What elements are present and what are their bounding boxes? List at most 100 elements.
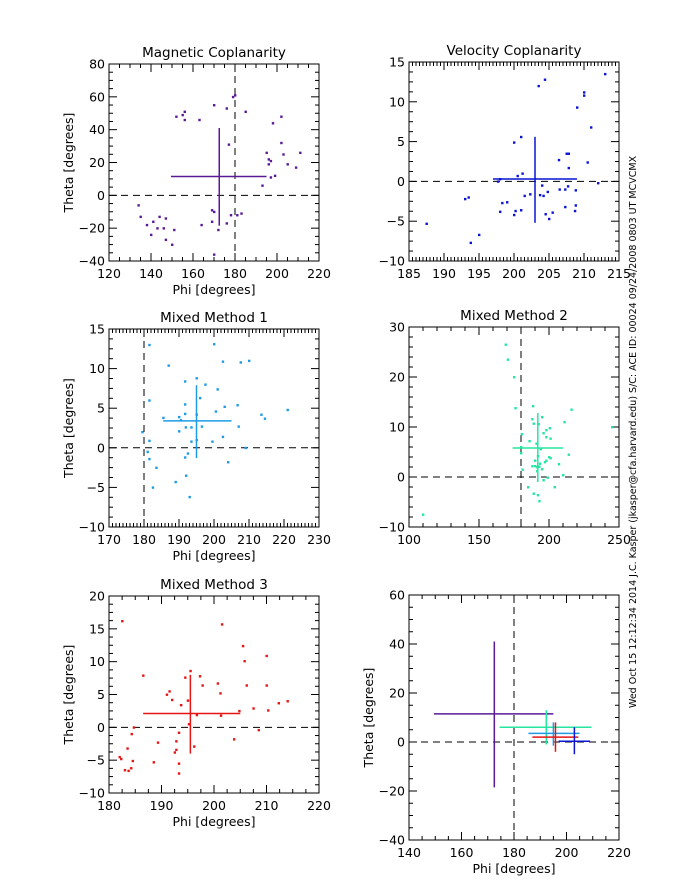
- side-caption-box: Wed Oct 15 12:12:34 2014 J.C. Kasper (jk…: [628, 96, 644, 708]
- data-point: [174, 480, 177, 484]
- data-point: [213, 104, 216, 107]
- data-point: [175, 115, 178, 118]
- x-tick-label: 220: [307, 798, 331, 813]
- data-point: [244, 446, 247, 450]
- data-point: [162, 416, 165, 420]
- data-point: [245, 684, 248, 687]
- data-point: [152, 220, 155, 223]
- data-point: [565, 152, 568, 155]
- x-tick-label: 170: [97, 532, 121, 547]
- data-point: [221, 360, 225, 363]
- y-tick-label: −5: [87, 480, 105, 495]
- plot-frame: [108, 63, 320, 262]
- data-point: [537, 423, 540, 426]
- data-point: [542, 194, 545, 198]
- data-point: [238, 709, 241, 713]
- chart-5: 180 190 200 210 220 −10 −5 0 5 10 15 20 Mixed Method…: [61, 577, 331, 829]
- data-point: [227, 461, 230, 464]
- data-point: [534, 465, 537, 468]
- y-tick-label: 60: [89, 89, 105, 104]
- data-point: [183, 456, 187, 459]
- data-point: [186, 452, 190, 455]
- data-point: [181, 113, 184, 117]
- data-point: [164, 217, 168, 220]
- data-point: [543, 461, 547, 464]
- y-tick-label: −40: [79, 254, 105, 269]
- data-point: [210, 209, 214, 212]
- x-tick-label: 190: [150, 798, 174, 813]
- data-point: [425, 222, 428, 225]
- y-tick-label: 15: [389, 55, 405, 70]
- data-point: [225, 222, 228, 225]
- data-point: [175, 748, 178, 752]
- y-tick-label: 10: [89, 361, 105, 376]
- data-point: [186, 699, 190, 702]
- data-point: [574, 189, 577, 192]
- data-point: [227, 143, 231, 146]
- data-point: [263, 417, 267, 420]
- data-point: [152, 761, 156, 764]
- data-point: [158, 215, 161, 219]
- data-point: [520, 446, 523, 449]
- side-caption: Wed Oct 15 12:12:34 2014 J.C. Kasper (jk…: [628, 155, 639, 708]
- data-point: [156, 741, 160, 744]
- plot-frame: [108, 328, 320, 528]
- data-point: [531, 465, 534, 468]
- data-point: [267, 158, 270, 161]
- x-tick-label: 140: [139, 266, 163, 281]
- data-point: [280, 115, 283, 118]
- x-tick-label: 100: [397, 532, 421, 547]
- x-tick-label: 190: [432, 266, 456, 281]
- data-point: [513, 141, 516, 144]
- y-tick-label: −5: [387, 214, 405, 229]
- x-tick-label: 180: [223, 266, 247, 281]
- y-tick-label: 0: [397, 735, 405, 750]
- chart-title: Velocity Coplanarity: [447, 43, 582, 59]
- plot-frame: [408, 326, 620, 528]
- data-point: [537, 84, 540, 88]
- x-tick-label: 160: [181, 266, 205, 281]
- data-point: [118, 755, 121, 759]
- x-axis-label: Phi [degrees]: [173, 814, 256, 829]
- y-tick-label: 0: [97, 720, 105, 735]
- data-point: [171, 243, 174, 246]
- data-point: [121, 619, 124, 623]
- data-point: [216, 388, 219, 391]
- y-tick-label: 60: [389, 588, 405, 603]
- data-point: [167, 364, 170, 367]
- chart-title: Magnetic Coplanarity: [142, 45, 286, 61]
- x-tick-label: 250: [607, 532, 631, 547]
- data-point: [148, 439, 151, 443]
- data-point: [261, 184, 264, 187]
- chart-3: 170 180 190 200 210 220 230 −10 −5 0 5 10 15 Mixed Me…: [61, 310, 331, 563]
- data-point: [269, 176, 273, 179]
- data-point: [541, 468, 544, 471]
- data-point: [299, 151, 302, 155]
- data-point: [545, 429, 548, 432]
- data-point: [214, 410, 218, 413]
- data-point: [539, 448, 542, 451]
- data-point: [521, 172, 524, 175]
- data-point: [564, 188, 567, 191]
- data-point: [221, 435, 225, 439]
- data-point: [188, 495, 191, 499]
- y-tick-label: 40: [389, 637, 405, 652]
- data-point: [229, 214, 233, 217]
- data-point: [130, 767, 133, 770]
- data-point: [534, 459, 537, 462]
- data-point: [156, 227, 159, 230]
- data-point: [557, 463, 561, 466]
- chart-1: 120 140 160 180 200 220 −40 −20 0 20 40 60 80 Magneti…: [61, 45, 331, 297]
- data-point: [190, 426, 193, 429]
- data-point: [513, 213, 516, 217]
- y-tick-label: −20: [79, 221, 105, 236]
- data-point: [219, 692, 222, 695]
- data-point: [199, 396, 202, 400]
- data-point: [244, 110, 247, 114]
- data-point: [546, 190, 549, 194]
- data-point: [541, 416, 544, 419]
- data-point: [200, 425, 204, 428]
- chart-6: 140 160 180 200 220 −40 −20 0 20 40 60 Phi [degrees…: [361, 588, 631, 877]
- data-point: [241, 644, 245, 648]
